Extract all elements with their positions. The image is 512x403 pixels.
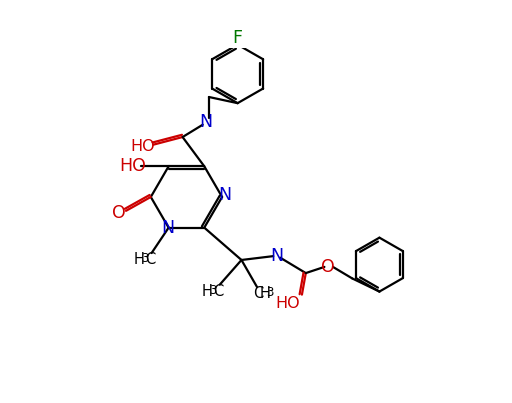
Text: N: N <box>199 112 212 131</box>
Text: C: C <box>253 287 264 301</box>
Text: H: H <box>134 253 144 268</box>
Text: H: H <box>259 287 270 301</box>
Text: C: C <box>145 253 155 268</box>
Text: N: N <box>219 186 232 204</box>
Text: C: C <box>213 284 223 299</box>
Text: O: O <box>321 258 334 276</box>
Text: O: O <box>112 204 126 222</box>
Text: 3: 3 <box>209 284 217 297</box>
Text: 3: 3 <box>141 252 148 265</box>
Text: HO: HO <box>119 157 146 175</box>
Text: N: N <box>161 219 175 237</box>
Text: N: N <box>270 247 283 265</box>
Text: H: H <box>202 284 213 299</box>
Text: F: F <box>232 29 243 48</box>
Text: 3: 3 <box>266 286 274 299</box>
Text: HO: HO <box>275 296 300 312</box>
Text: HO: HO <box>130 139 155 154</box>
